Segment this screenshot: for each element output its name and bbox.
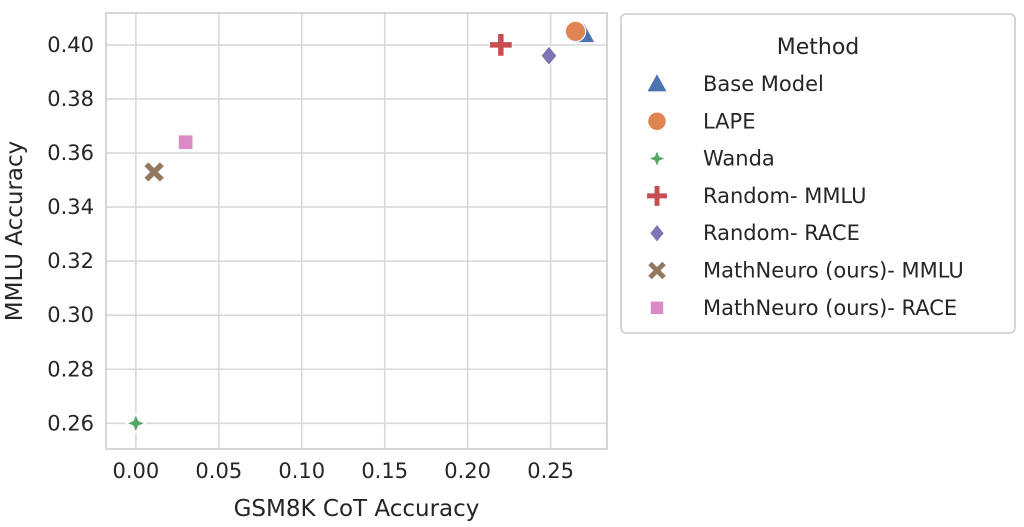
legend-marker-circle [647, 111, 667, 132]
legend-title: Method [777, 35, 860, 60]
legend-label: LAPE [703, 109, 755, 133]
data-point-x [143, 160, 166, 183]
legend-marker-diamond [648, 223, 666, 244]
y-axis-label: MMLU Accuracy [2, 141, 28, 322]
y-tick-labels: 0.26 0.28 0.30 0.32 0.34 0.36 0.38 0.40 [47, 33, 94, 435]
legend-label: MathNeuro (ours)- RACE [703, 296, 957, 320]
x-tick-label: 0.25 [527, 459, 574, 483]
x-tick-label: 0.10 [278, 459, 325, 483]
x-tick-labels: 0.00 0.05 0.10 0.15 0.20 0.25 [112, 459, 574, 483]
legend: Method Base Model LAPE Wanda Random- MMLU Ra… [620, 13, 1016, 334]
data-point-square [177, 134, 194, 151]
y-tick-label: 0.38 [47, 87, 94, 111]
x-axis-label: GSM8K CoT Accuracy [234, 496, 480, 522]
x-tick-label: 0.05 [195, 459, 242, 483]
grid [106, 13, 607, 449]
x-tick-label: 0.15 [361, 459, 408, 483]
legend-label: MathNeuro (ours)- MMLU [703, 259, 964, 283]
legend-marker-triangle [645, 71, 669, 93]
data-point-star [124, 412, 147, 435]
legend-items: Base Model LAPE Wanda Random- MMLU Random- R… [645, 71, 964, 320]
legend-label: Random- MMLU [703, 184, 866, 208]
y-tick-label: 0.32 [47, 249, 94, 273]
data-points [124, 20, 597, 435]
legend-marker-square [649, 300, 665, 316]
data-point-plus [488, 32, 513, 57]
y-tick-label: 0.34 [47, 195, 94, 219]
y-tick-label: 0.28 [47, 357, 94, 381]
x-tick-label: 0.00 [112, 459, 159, 483]
x-tick-label: 0.20 [444, 459, 491, 483]
legend-marker-star [646, 148, 668, 169]
data-point-circle [564, 20, 587, 43]
y-tick-label: 0.36 [47, 141, 94, 165]
legend-marker-x [646, 260, 668, 281]
legend-box [620, 13, 1016, 334]
legend-label: Base Model [703, 72, 824, 96]
plot-frame [105, 12, 608, 450]
y-tick-label: 0.40 [47, 33, 94, 57]
legend-label: Wanda [703, 147, 775, 171]
legend-marker-plus [646, 184, 668, 207]
data-point-diamond [540, 44, 558, 67]
legend-label: Random- RACE [703, 221, 860, 245]
y-tick-label: 0.30 [47, 303, 94, 327]
y-tick-label: 0.26 [47, 411, 94, 435]
